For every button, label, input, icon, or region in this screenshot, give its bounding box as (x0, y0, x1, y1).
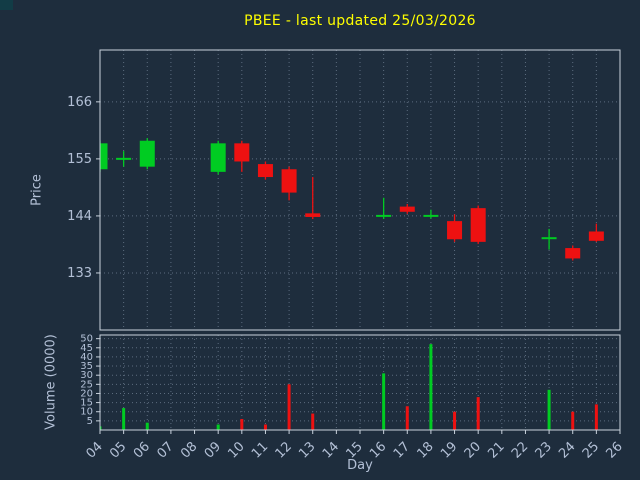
candle-day-23 (541, 228, 557, 250)
volume-tick-label: 50 (80, 334, 93, 345)
x-tick-label: 22 (509, 439, 531, 461)
volume-bar-day-04 (100, 426, 102, 430)
x-tick-label: 10 (225, 439, 247, 461)
candle-day-11 (257, 161, 273, 180)
volume-bar-day-17 (405, 406, 409, 430)
volume-tick-label: 30 (80, 370, 93, 381)
volume-tick-label: 25 (80, 379, 93, 390)
x-tick-label: 24 (556, 439, 578, 461)
price-tick-label: 155 (67, 152, 92, 167)
volume-tick-label: 20 (80, 388, 93, 399)
volume-bar-day-06 (145, 422, 149, 430)
x-tick-label: 12 (273, 439, 295, 461)
candle-day-24 (565, 245, 581, 261)
x-tick-label: 11 (249, 439, 271, 461)
candle-day-05 (116, 151, 132, 167)
volume-bar-day-11 (263, 424, 267, 430)
candle-day-19 (447, 214, 463, 242)
gridlines (99, 50, 621, 430)
volume-tick-label: 10 (80, 407, 93, 418)
candle-day-16 (376, 197, 392, 220)
candle-day-09 (210, 140, 226, 175)
volume-bar-day-05 (122, 408, 126, 430)
chart-title: PBEE - last updated 25/03/2026 (244, 13, 476, 29)
x-tick-label: 13 (296, 439, 318, 461)
price-tick-label: 166 (67, 95, 92, 110)
volume-bar-day-12 (287, 384, 291, 430)
price-tick-label: 144 (67, 209, 92, 224)
panel-border (99, 49, 621, 331)
candle-day-12 (281, 166, 297, 201)
volume-bar-day-16 (382, 373, 386, 430)
x-tick-label: 08 (178, 439, 200, 461)
x-tick-label: 16 (367, 439, 389, 461)
day-axis-label: Day (347, 458, 373, 473)
candle-day-10 (234, 140, 250, 172)
x-tick-label: 05 (107, 439, 129, 461)
volume-bar-day-20 (476, 397, 480, 430)
x-tick-label: 21 (485, 439, 507, 461)
volume-bar-day-18 (429, 344, 433, 430)
x-tick-label: 06 (131, 439, 153, 461)
volume-tick-label: 40 (80, 352, 93, 363)
candle-day-13 (305, 177, 321, 220)
volume-bar-day-13 (311, 413, 315, 430)
x-tick-label: 07 (154, 439, 176, 461)
candle-day-20 (470, 205, 486, 244)
x-tick-label: 25 (580, 439, 602, 461)
volume-tick-label: 15 (80, 398, 93, 409)
corner-artifact (0, 0, 13, 10)
candle-day-04 (100, 140, 108, 172)
volume-bar-day-25 (594, 404, 598, 430)
volume-bar-day-09 (216, 424, 220, 430)
x-tick-label: 19 (438, 439, 460, 461)
candle-day-18 (423, 209, 439, 219)
volume-bars (100, 344, 598, 430)
volume-bar-day-10 (240, 419, 244, 430)
candle-day-25 (588, 223, 604, 242)
volume-bar-day-19 (453, 411, 457, 430)
x-tick-label: 18 (414, 439, 436, 461)
x-tick-label: 15 (344, 439, 366, 461)
x-tick-label: 23 (533, 439, 555, 461)
x-tick-label: 17 (391, 439, 413, 461)
volume-tick-label: 35 (80, 361, 93, 372)
candle-day-17 (399, 204, 415, 214)
volume-bar-day-24 (571, 411, 575, 430)
volume-tick-label: 45 (80, 343, 93, 354)
x-tick-label: 14 (320, 439, 342, 461)
volume-bar-day-23 (547, 389, 551, 430)
candle-day-06 (139, 138, 155, 170)
x-tick-label: 09 (202, 439, 224, 461)
x-tick-label: 04 (84, 439, 106, 461)
x-tick-label: 26 (604, 439, 626, 461)
price-tick-label: 133 (67, 266, 92, 281)
x-tick-label: 20 (462, 439, 484, 461)
candles (100, 138, 604, 261)
volume-tick-label: 5 (87, 416, 93, 427)
